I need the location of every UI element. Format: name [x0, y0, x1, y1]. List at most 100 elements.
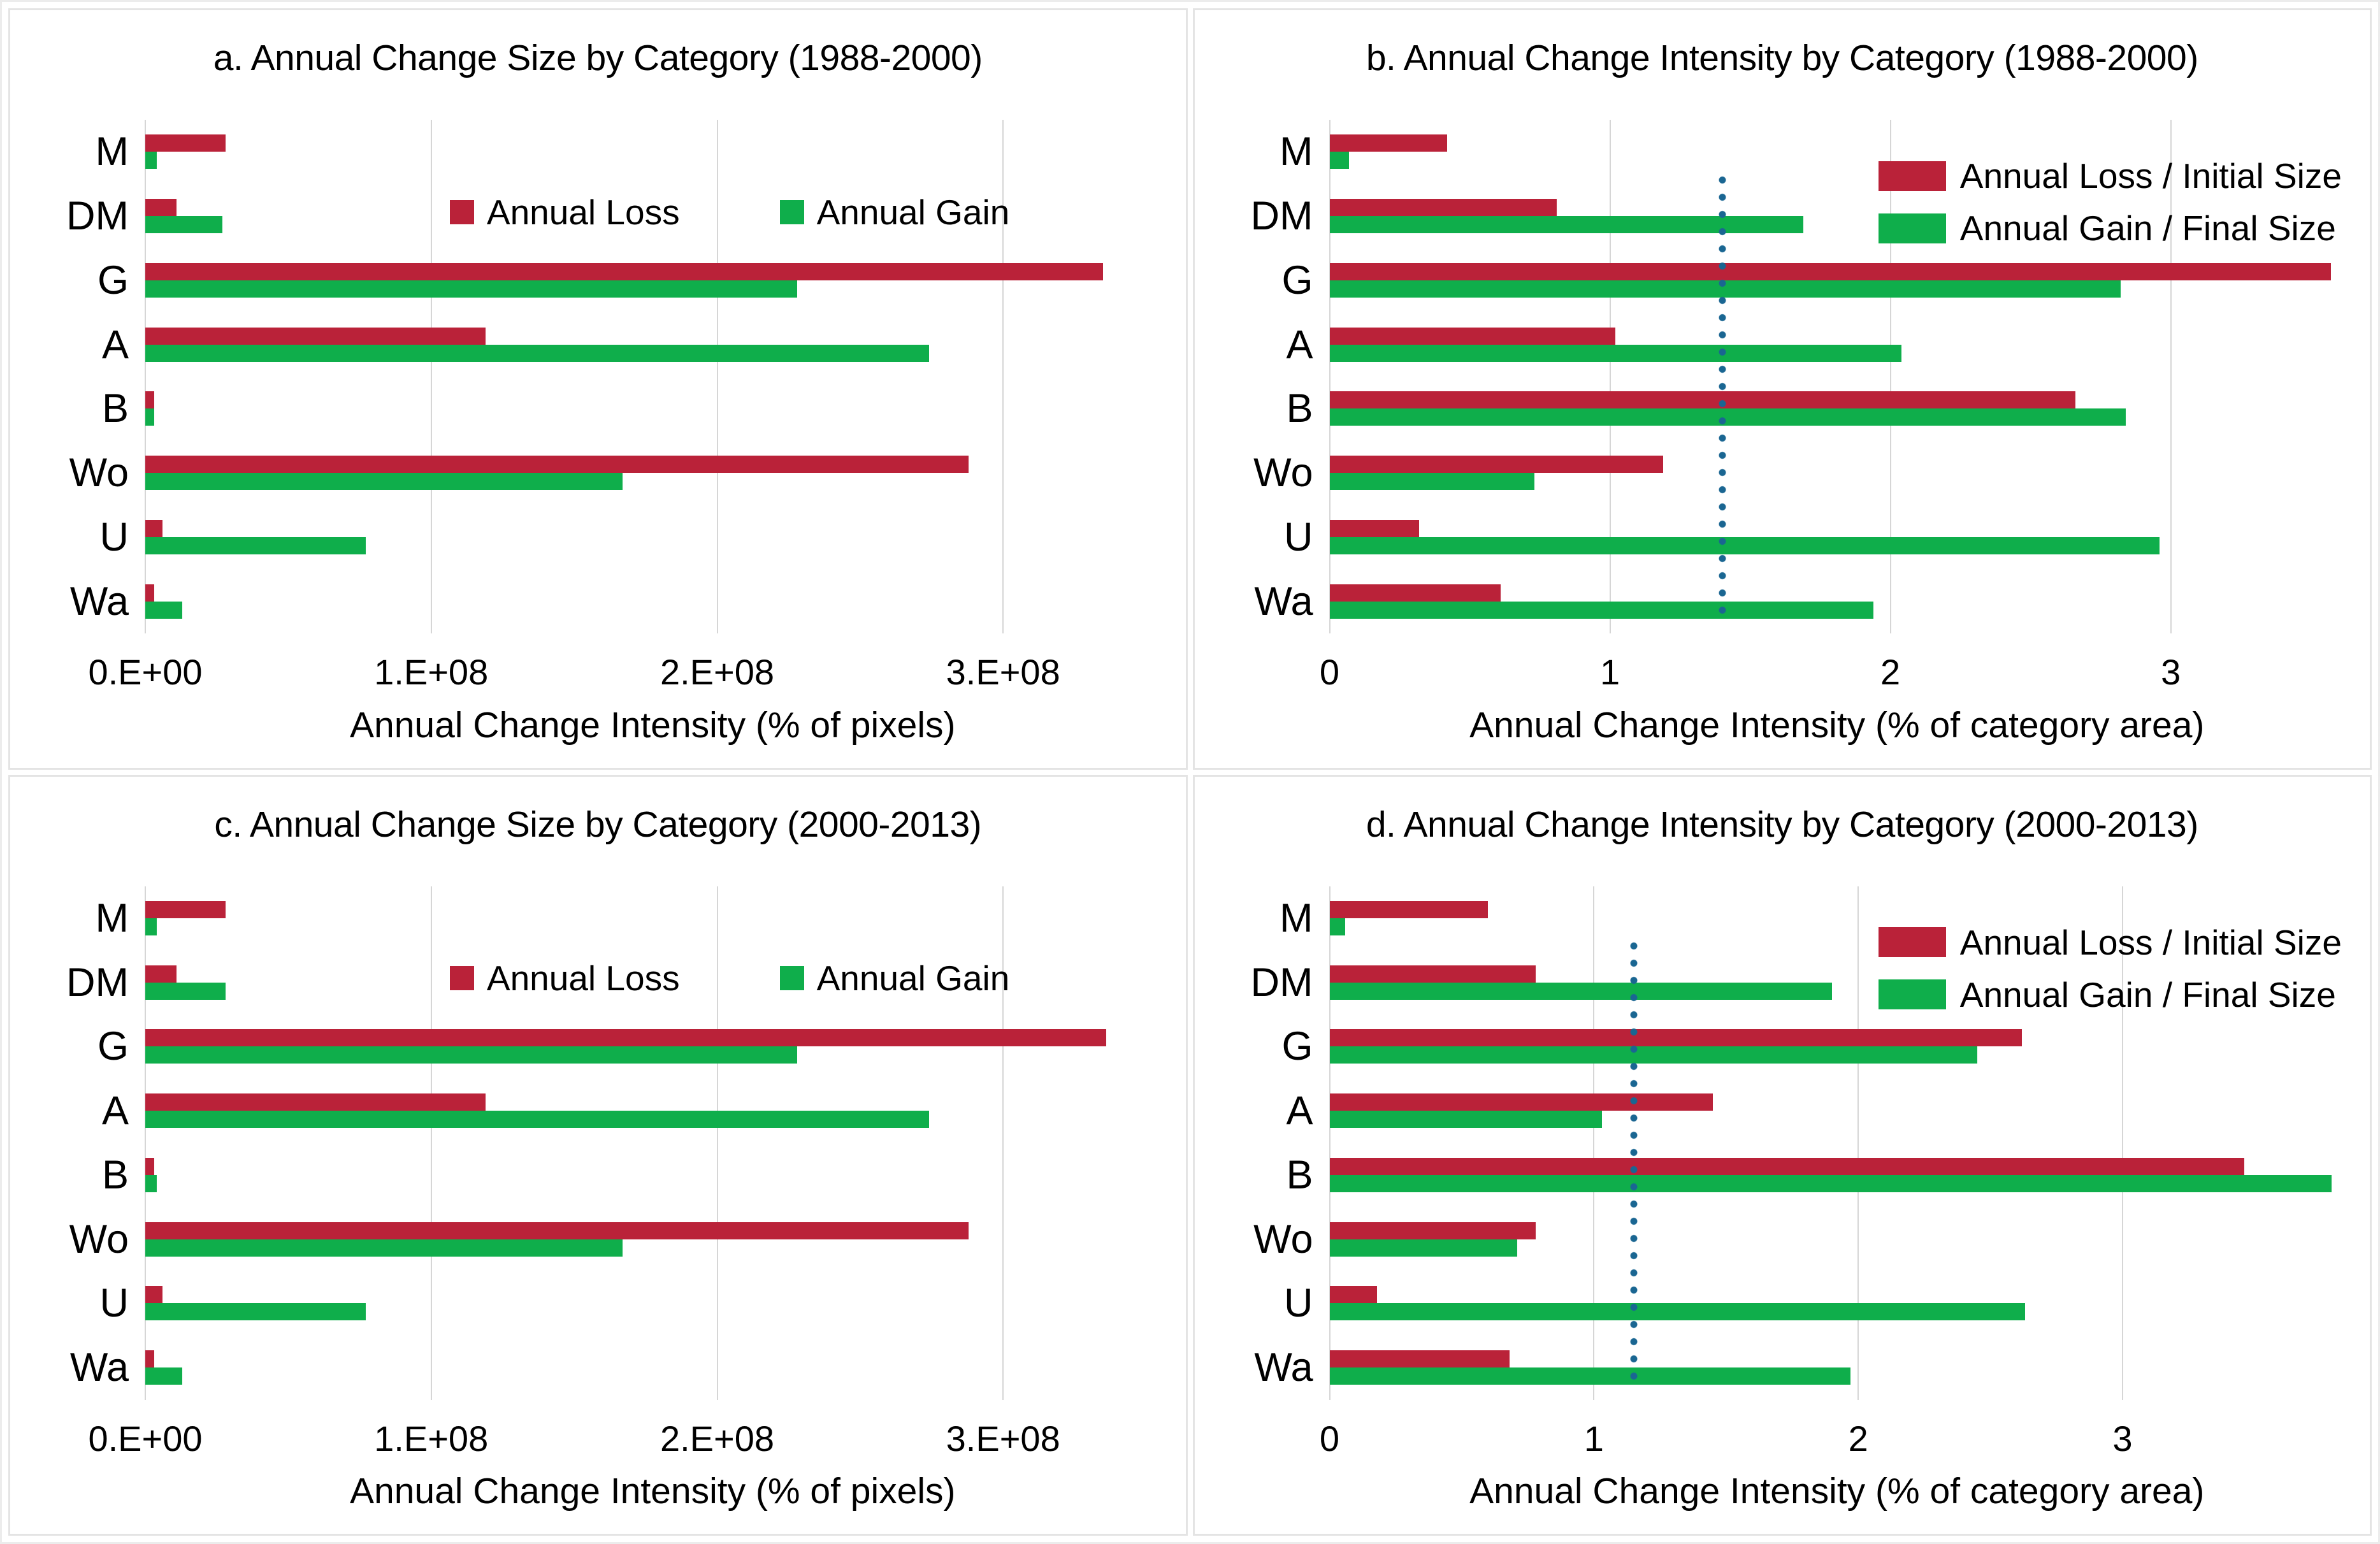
x-axis-label: Annual Change Intensity (% of category a…	[1469, 704, 2205, 746]
panel-a-annual-change-size-1988-2000: a. Annual Change Size by Category (1988-…	[8, 8, 1188, 770]
gridline	[2170, 120, 2172, 633]
bar-loss-wo	[145, 456, 969, 473]
legend-swatch-loss-icon	[449, 199, 474, 224]
gridline	[1593, 886, 1595, 1400]
x-tick-label: 1	[1583, 1418, 1604, 1459]
gridline	[1002, 120, 1004, 633]
category-label-m: M	[95, 895, 129, 941]
bar-loss-b	[145, 1157, 154, 1175]
category-label-dm: DM	[1250, 960, 1313, 1005]
plot-area: 0.E+00 1.E+08 2.E+08 3.E+08 M DM G A B Wo U Wa Annua…	[66, 886, 1160, 1459]
bar-gain-a	[1329, 344, 1902, 362]
x-tick-label: 2	[1880, 652, 1901, 692]
bar-gain-wa	[145, 1367, 183, 1385]
chart-title: c. Annual Change Size by Category (2000-…	[214, 804, 982, 845]
x-tick-label: 2.E+08	[660, 652, 775, 692]
category-label-b: B	[1286, 386, 1313, 431]
legend-item-loss: Annual Loss	[449, 192, 680, 233]
category-label-b: B	[101, 1152, 129, 1197]
legend-swatch-gain-icon	[1878, 213, 1946, 243]
category-label-a: A	[101, 322, 129, 367]
category-label-b: B	[1286, 1152, 1313, 1197]
category-label-g: G	[97, 257, 129, 303]
bar-loss-m	[1329, 134, 1448, 152]
legend-swatch-gain-icon	[1878, 979, 1946, 1009]
bar-gain-u	[145, 537, 366, 554]
panel-d-annual-change-intensity-2000-2013: d. Annual Change Intensity by Category (…	[1192, 774, 2372, 1536]
category-label-dm: DM	[66, 194, 129, 239]
category-label-wa: Wa	[1254, 1345, 1313, 1390]
bar-loss-wo	[145, 1222, 969, 1239]
bar-loss-u	[1329, 519, 1420, 537]
bar-gain-wo	[145, 1239, 623, 1257]
gridline	[430, 120, 432, 633]
legend-swatch-loss-icon	[449, 966, 474, 991]
bar-loss-b	[1329, 1157, 2244, 1175]
category-label-m: M	[1280, 895, 1313, 941]
legend-label-gain: Annual Gain / Final Size	[1959, 974, 2336, 1014]
legend-item-gain: Annual Gain	[779, 192, 1009, 233]
category-label-g: G	[1281, 257, 1313, 303]
reference-line	[1629, 937, 1638, 1384]
category-label-dm: DM	[1250, 194, 1313, 239]
x-tick-label: 3.E+08	[946, 652, 1060, 692]
bar-loss-wo	[1329, 1222, 1536, 1239]
x-tick-label: 1.E+08	[374, 1418, 489, 1459]
gridline	[1609, 120, 1611, 633]
x-tick-label: 3	[2112, 1418, 2133, 1459]
legend-label-loss: Annual Loss / Initial Size	[1959, 922, 2342, 962]
x-tick-label: 1.E+08	[374, 652, 489, 692]
bar-loss-a	[1329, 327, 1616, 345]
reference-line	[1718, 171, 1726, 617]
x-axis-label: Annual Change Intensity (% of pixels)	[349, 704, 956, 746]
legend-label-gain: Annual Gain	[816, 958, 1010, 999]
bar-loss-a	[145, 327, 486, 345]
bar-gain-wo	[1329, 1239, 1517, 1257]
bar-gain-a	[1329, 1111, 1602, 1129]
x-tick-label: 0	[1319, 652, 1340, 692]
x-axis-label: Annual Change Intensity (% of category a…	[1469, 1471, 2205, 1512]
category-label-dm: DM	[66, 960, 129, 1005]
category-label-u: U	[1284, 1281, 1313, 1326]
bar-loss-wa	[1329, 584, 1501, 602]
gridline	[716, 886, 718, 1400]
category-label-wa: Wa	[1254, 579, 1313, 624]
bar-loss-dm	[1329, 965, 1536, 983]
category-label-u: U	[99, 514, 129, 559]
plot-area: 0.E+00 1.E+08 2.E+08 3.E+08 M DM G A B Wo U Wa Annua…	[66, 120, 1160, 692]
bar-gain-m	[1329, 918, 1346, 935]
gridline	[145, 886, 146, 1400]
category-label-wo: Wo	[69, 1216, 129, 1262]
legend: Annual Loss / Initial Size Annual Gain / …	[1878, 155, 2342, 249]
gridline	[1002, 886, 1004, 1400]
bar-gain-dm	[145, 216, 223, 234]
bar-loss-m	[145, 900, 226, 918]
bar-gain-b	[145, 408, 154, 426]
bar-loss-g	[145, 1029, 1106, 1047]
panel-b-annual-change-intensity-1988-2000: b. Annual Change Intensity by Category (…	[1192, 8, 2372, 770]
category-label-wa: Wa	[69, 1345, 129, 1390]
bar-gain-wa	[1329, 601, 1874, 619]
bar-gain-g	[145, 1046, 798, 1064]
x-tick-label: 2.E+08	[660, 1418, 775, 1459]
category-label-m: M	[95, 129, 129, 175]
gridline	[430, 886, 432, 1400]
bar-gain-wa	[1329, 1367, 1850, 1385]
legend-label-gain: Annual Gain / Final Size	[1959, 208, 2336, 248]
bar-gain-dm	[1329, 216, 1804, 234]
gridline	[1889, 120, 1891, 633]
bar-gain-b	[1329, 408, 2126, 426]
panel-c-annual-change-size-2000-2013: c. Annual Change Size by Category (2000-…	[8, 774, 1188, 1536]
category-label-g: G	[97, 1024, 129, 1069]
category-label-wo: Wo	[1253, 1216, 1313, 1262]
bar-loss-b	[145, 391, 154, 409]
legend-item-gain: Annual Gain / Final Size	[1878, 208, 2342, 249]
bar-gain-a	[145, 1111, 929, 1129]
bar-gain-wa	[145, 601, 183, 619]
legend-item-loss: Annual Loss	[449, 958, 680, 999]
legend-item-gain: Annual Gain / Final Size	[1878, 974, 2342, 1015]
category-label-a: A	[1286, 1088, 1313, 1134]
bar-gain-u	[1329, 1303, 2025, 1321]
category-label-g: G	[1281, 1024, 1313, 1069]
